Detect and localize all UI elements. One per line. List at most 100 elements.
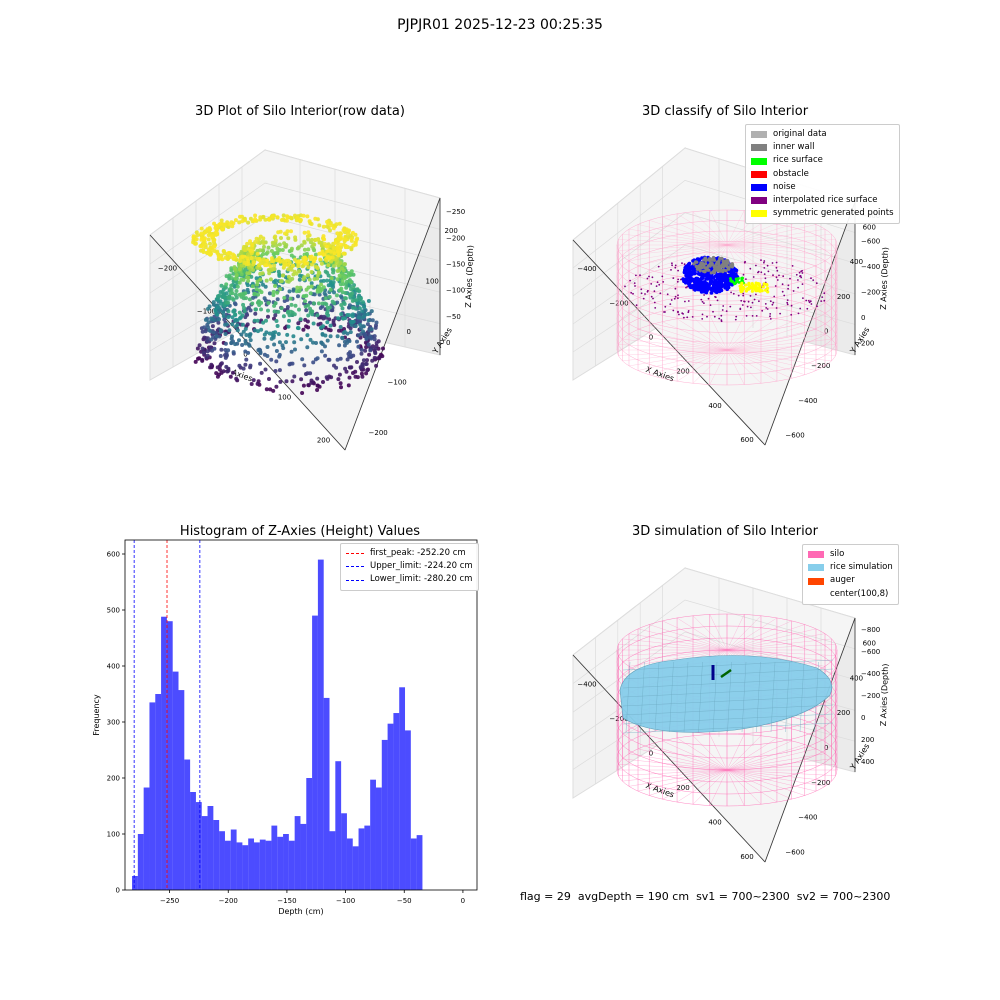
noise-point <box>712 276 716 280</box>
scatter-point <box>366 318 371 323</box>
symmetric-point <box>750 289 754 293</box>
histogram-bar <box>288 840 295 890</box>
y-tick-label: 0 <box>407 328 411 336</box>
raw-plot-title: 3D Plot of Silo Interior(row data) <box>195 104 405 119</box>
scatter-point <box>234 273 239 277</box>
silo-wireframe-spoke <box>618 344 728 351</box>
interpolated-point <box>766 264 769 267</box>
histogram-bar <box>312 615 318 890</box>
legend-line <box>346 566 364 568</box>
scatter-point <box>200 358 205 363</box>
silo-wireframe-spoke <box>676 769 728 803</box>
scatter-point <box>374 320 379 325</box>
interpolated-point <box>676 280 679 283</box>
scatter-point <box>206 306 210 311</box>
scatter-point <box>297 269 301 274</box>
scatter-point <box>226 300 231 305</box>
y-tick-label: 400 <box>107 663 120 671</box>
rice-mesh-line <box>727 661 732 733</box>
legend-item: center(100,8) <box>808 588 893 601</box>
scatter-point <box>247 334 252 339</box>
interpolated-point <box>720 314 723 317</box>
scatter-point <box>318 257 323 262</box>
z-tick-label: −400 <box>861 263 880 271</box>
scatter-point <box>335 334 340 339</box>
scatter-point <box>361 324 366 329</box>
scatter-point <box>253 311 258 316</box>
scatter-point <box>259 370 264 375</box>
scatter-point <box>224 274 229 279</box>
scatter-point <box>335 277 340 282</box>
rice-mesh-line <box>669 661 674 733</box>
scatter-point <box>203 329 208 334</box>
silo-wireframe-spoke <box>676 737 728 771</box>
interpolated-point <box>742 294 745 297</box>
x-tick-label: 0 <box>649 333 653 341</box>
y-tick-label: 200 <box>107 775 120 783</box>
scatter-point <box>331 280 336 285</box>
x-tick-label: −200 <box>158 265 177 273</box>
scatter-point <box>235 284 240 289</box>
interpolated-point <box>801 272 804 274</box>
scatter-point <box>329 276 334 281</box>
scatter-point <box>323 296 328 301</box>
scatter-point <box>289 309 293 314</box>
scatter-point <box>337 372 342 377</box>
symmetric-point <box>754 287 758 291</box>
scatter-point <box>287 318 291 323</box>
scatter-point <box>300 264 305 269</box>
scatter-point <box>295 215 300 220</box>
scatter-point <box>244 357 249 362</box>
scatter-point <box>342 327 346 331</box>
histogram-bar <box>184 759 191 890</box>
interpolated-point <box>760 259 762 261</box>
scatter-point <box>243 341 248 346</box>
scatter-point <box>239 292 244 297</box>
scatter-point <box>359 326 363 331</box>
noise-point <box>704 277 708 281</box>
noise-point <box>681 277 685 281</box>
scatter-point <box>325 311 329 316</box>
y-tick-label: −100 <box>388 378 407 386</box>
scatter-point <box>289 349 294 354</box>
interpolated-point <box>786 299 789 301</box>
scatter-point <box>348 283 352 288</box>
scatter-point <box>360 362 365 367</box>
scatter-point <box>289 302 294 307</box>
legend-label: first_peak: -252.20 cm <box>370 548 466 558</box>
legend-label: inner wall <box>773 142 815 153</box>
legend-label: obstacle <box>773 168 809 179</box>
interpolated-point <box>632 292 634 295</box>
scatter-point <box>311 301 316 306</box>
scatter-point <box>296 294 300 299</box>
histogram-bar <box>149 702 156 890</box>
scatter-point <box>381 346 385 351</box>
interpolated-point <box>709 304 712 306</box>
legend-label: original data <box>773 129 827 139</box>
scatter-point <box>360 309 365 314</box>
rice-surface-point <box>740 276 744 280</box>
symmetric-point <box>757 282 761 286</box>
scatter-point <box>325 305 330 310</box>
silo-wireframe-spoke <box>726 244 745 280</box>
symmetric-point <box>744 283 748 287</box>
scatter-point <box>307 277 312 282</box>
scatter-point <box>232 308 237 313</box>
silo-wireframe-spoke <box>726 620 792 651</box>
histogram-bar <box>248 838 255 890</box>
scatter-point <box>318 321 323 326</box>
silo-wireframe-spoke <box>726 644 836 651</box>
noise-point <box>703 273 707 277</box>
silo-wireframe-spoke <box>726 349 792 379</box>
inner-wall-point <box>703 262 708 266</box>
histogram-bar <box>190 792 196 890</box>
scatter-point <box>229 287 234 292</box>
silo-wireframe-spoke <box>628 333 728 351</box>
histogram-bar <box>242 845 249 890</box>
scatter-point <box>226 309 231 314</box>
x-axis-label: Depth (cm) <box>278 907 323 916</box>
silo-wireframe-spoke <box>726 633 826 651</box>
noise-point <box>733 272 738 277</box>
scatter-point <box>316 301 321 306</box>
interpolated-point <box>786 301 789 304</box>
